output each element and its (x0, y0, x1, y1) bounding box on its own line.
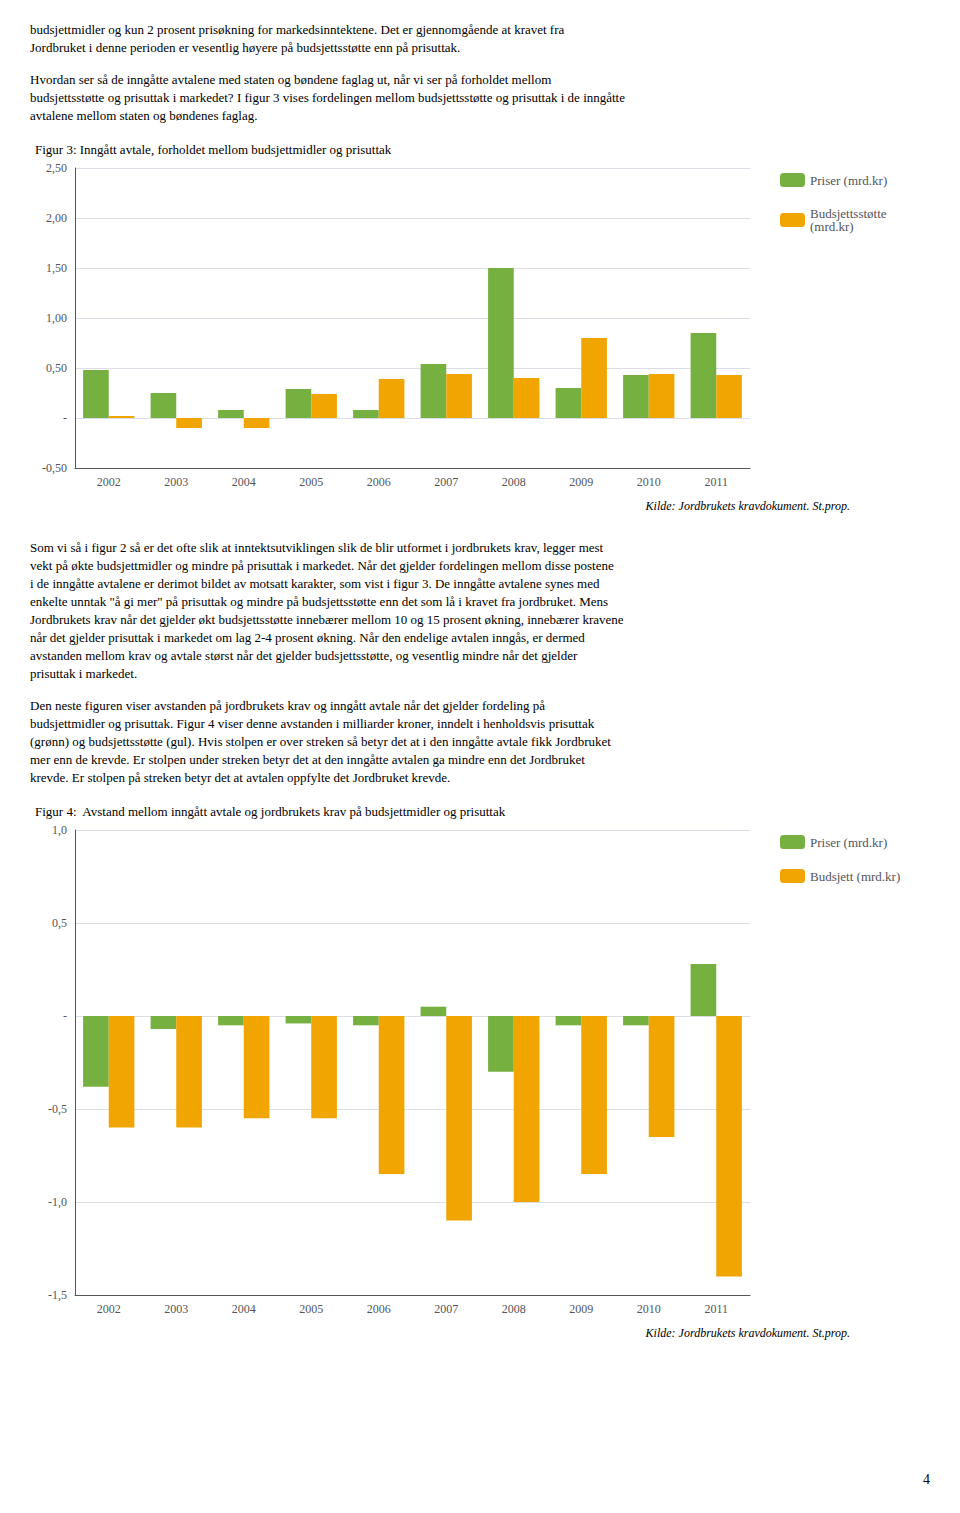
svg-text:vekt på økte budsjettmidler og: vekt på økte budsjettmidler og mindre på… (30, 558, 614, 573)
svg-text:-1,0: -1,0 (48, 1195, 67, 1209)
svg-text:enkelte unntak "å gi mer" på p: enkelte unntak "å gi mer" på prisuttak o… (30, 594, 608, 609)
svg-text:-: - (63, 1009, 67, 1023)
svg-text:(grønn) og budsjettsstøtte (gu: (grønn) og budsjettsstøtte (gul). Hvis s… (30, 734, 611, 749)
svg-text:2005: 2005 (299, 475, 323, 489)
svg-text:2,50: 2,50 (46, 161, 67, 175)
svg-text:Hvordan ser så de inngåtte avt: Hvordan ser så de inngåtte avtalene med … (30, 72, 551, 87)
svg-text:avstanden mellom krav og avtal: avstanden mellom krav og avtale størst n… (30, 648, 578, 663)
svg-text:Priser (mrd.kr): Priser (mrd.kr) (810, 835, 887, 850)
svg-text:Som vi så i figur 2 så er det: Som vi så i figur 2 så er det ofte slik … (30, 540, 604, 555)
svg-text:2007: 2007 (434, 1302, 458, 1316)
svg-text:når det gjelder prisuttak i ma: når det gjelder prisuttak i markedet om … (30, 630, 585, 645)
svg-text:Kilde: Jordbrukets kravdokumen: Kilde: Jordbrukets kravdokument. St.prop… (645, 499, 850, 513)
svg-text:2006: 2006 (367, 475, 391, 489)
svg-text:-: - (63, 411, 67, 425)
svg-text:Priser (mrd.kr): Priser (mrd.kr) (810, 173, 887, 188)
svg-text:0,50: 0,50 (46, 361, 67, 375)
svg-text:-0,50: -0,50 (42, 461, 67, 475)
svg-text:2002: 2002 (97, 1302, 121, 1316)
svg-text:2010: 2010 (637, 1302, 661, 1316)
svg-text:2003: 2003 (164, 1302, 188, 1316)
svg-text:2004: 2004 (232, 1302, 256, 1316)
svg-text:budsjettsstøtte og prisuttak i: budsjettsstøtte og prisuttak i markedet?… (30, 90, 625, 105)
svg-text:Jordbrukets krav når det gjeld: Jordbrukets krav når det gjelder økt bud… (30, 612, 624, 627)
svg-text:Budsjett (mrd.kr): Budsjett (mrd.kr) (810, 869, 900, 884)
svg-text:2007: 2007 (434, 475, 458, 489)
svg-text:krevde. Er stolpen på streken: krevde. Er stolpen på streken betyr det … (30, 770, 450, 785)
svg-text:Jordbruket i denne perioden er: Jordbruket i denne perioden er vesentlig… (30, 40, 460, 55)
svg-text:0,5: 0,5 (52, 916, 67, 930)
svg-text:1,0: 1,0 (52, 823, 67, 837)
svg-text:budsjettmidler og kun 2 prosen: budsjettmidler og kun 2 prosent prisøkni… (30, 22, 565, 37)
svg-text:2002: 2002 (97, 475, 121, 489)
svg-text:2011: 2011 (704, 1302, 728, 1316)
svg-text:-1,5: -1,5 (48, 1288, 67, 1302)
svg-text:Figur 3: Inngått avtale, forho: Figur 3: Inngått avtale, forholdet mello… (35, 142, 392, 157)
svg-text:2003: 2003 (164, 475, 188, 489)
svg-text:prisuttak i markedet.: prisuttak i markedet. (30, 666, 137, 681)
svg-text:Kilde: Jordbrukets kravdokumen: Kilde: Jordbrukets kravdokument. St.prop… (645, 1326, 850, 1340)
svg-text:Budsjettsstøtte: Budsjettsstøtte (810, 206, 887, 221)
svg-text:2008: 2008 (502, 475, 526, 489)
svg-text:2009: 2009 (569, 475, 593, 489)
svg-text:2006: 2006 (367, 1302, 391, 1316)
svg-text:2005: 2005 (299, 1302, 323, 1316)
svg-text:2004: 2004 (232, 475, 256, 489)
svg-text:1,50: 1,50 (46, 261, 67, 275)
svg-text:avtalene mellom staten og bønd: avtalene mellom staten og bøndenes fagla… (30, 108, 257, 123)
svg-text:2011: 2011 (704, 475, 728, 489)
svg-text:i de inngåtte avtalene er deri: i de inngåtte avtalene er derimot bildet… (30, 576, 600, 591)
svg-text:Figur 4: Avstand mellom inngå: Figur 4: Avstand mellom inngått avtale o… (35, 804, 506, 819)
svg-text:2,00: 2,00 (46, 211, 67, 225)
svg-text:2010: 2010 (637, 475, 661, 489)
svg-text:1,00: 1,00 (46, 311, 67, 325)
svg-text:(mrd.kr): (mrd.kr) (810, 219, 854, 234)
svg-text:-0,5: -0,5 (48, 1102, 67, 1116)
svg-text:budsjettmidler og prisuttak. F: budsjettmidler og prisuttak. Figur 4 vis… (30, 716, 595, 731)
svg-text:mer enn de krevde. Er stolpen: mer enn de krevde. Er stolpen under stre… (30, 752, 585, 767)
svg-text:Den neste figuren viser avstan: Den neste figuren viser avstanden på jor… (30, 698, 545, 713)
svg-text:2009: 2009 (569, 1302, 593, 1316)
svg-text:2008: 2008 (502, 1302, 526, 1316)
svg-text:4: 4 (923, 1472, 930, 1487)
